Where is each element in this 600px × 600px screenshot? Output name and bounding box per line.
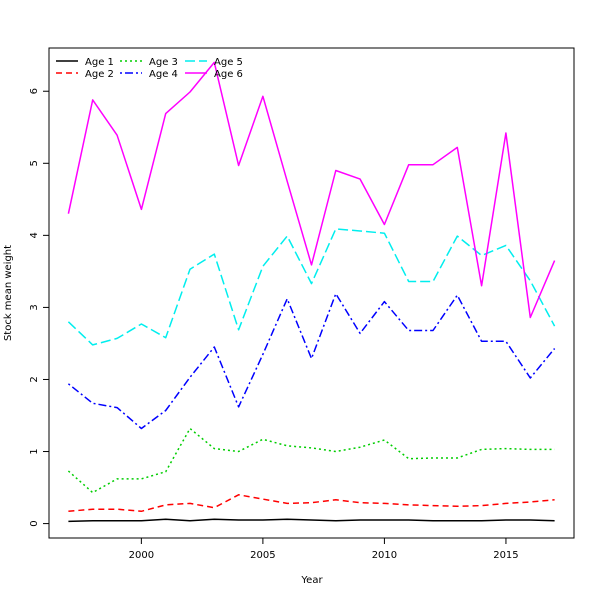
series-line-age-6: [67, 61, 556, 319]
x-axis: 2000 2005 2010 2015: [129, 538, 519, 561]
legend-label: Age 4: [149, 69, 178, 80]
legend-label: Age 6: [214, 69, 243, 80]
series-line-age-5: [67, 228, 556, 346]
series-line-age-2: [68, 494, 555, 513]
legend-label: Age 5: [214, 57, 243, 68]
series-layer: [67, 61, 556, 523]
x-tick-label: 2000: [129, 550, 154, 561]
series-line-age-1: [68, 518, 555, 523]
x-axis-title: Year: [300, 575, 323, 586]
y-tick-label: 3: [29, 304, 40, 310]
y-axis-title: Stock mean weight: [3, 245, 14, 341]
legend-label: Age 1: [85, 57, 114, 68]
y-tick-label: 6: [29, 88, 40, 94]
series-line-age-4: [67, 292, 556, 430]
x-tick-label: 2010: [372, 550, 397, 561]
x-tick-label: 2005: [250, 550, 275, 561]
legend-label: Age 2: [85, 69, 114, 80]
x-tick-label: 2015: [493, 550, 518, 561]
y-tick-label: 0: [29, 520, 40, 526]
y-tick-label: 4: [29, 232, 40, 238]
y-tick-label: 5: [29, 160, 40, 166]
y-axis: 0 1 2 3 4 5 6: [29, 88, 49, 527]
y-tick-label: 1: [29, 448, 40, 454]
y-tick-label: 2: [29, 376, 40, 382]
legend-label: Age 3: [149, 57, 178, 68]
plot-frame: [48, 47, 575, 539]
